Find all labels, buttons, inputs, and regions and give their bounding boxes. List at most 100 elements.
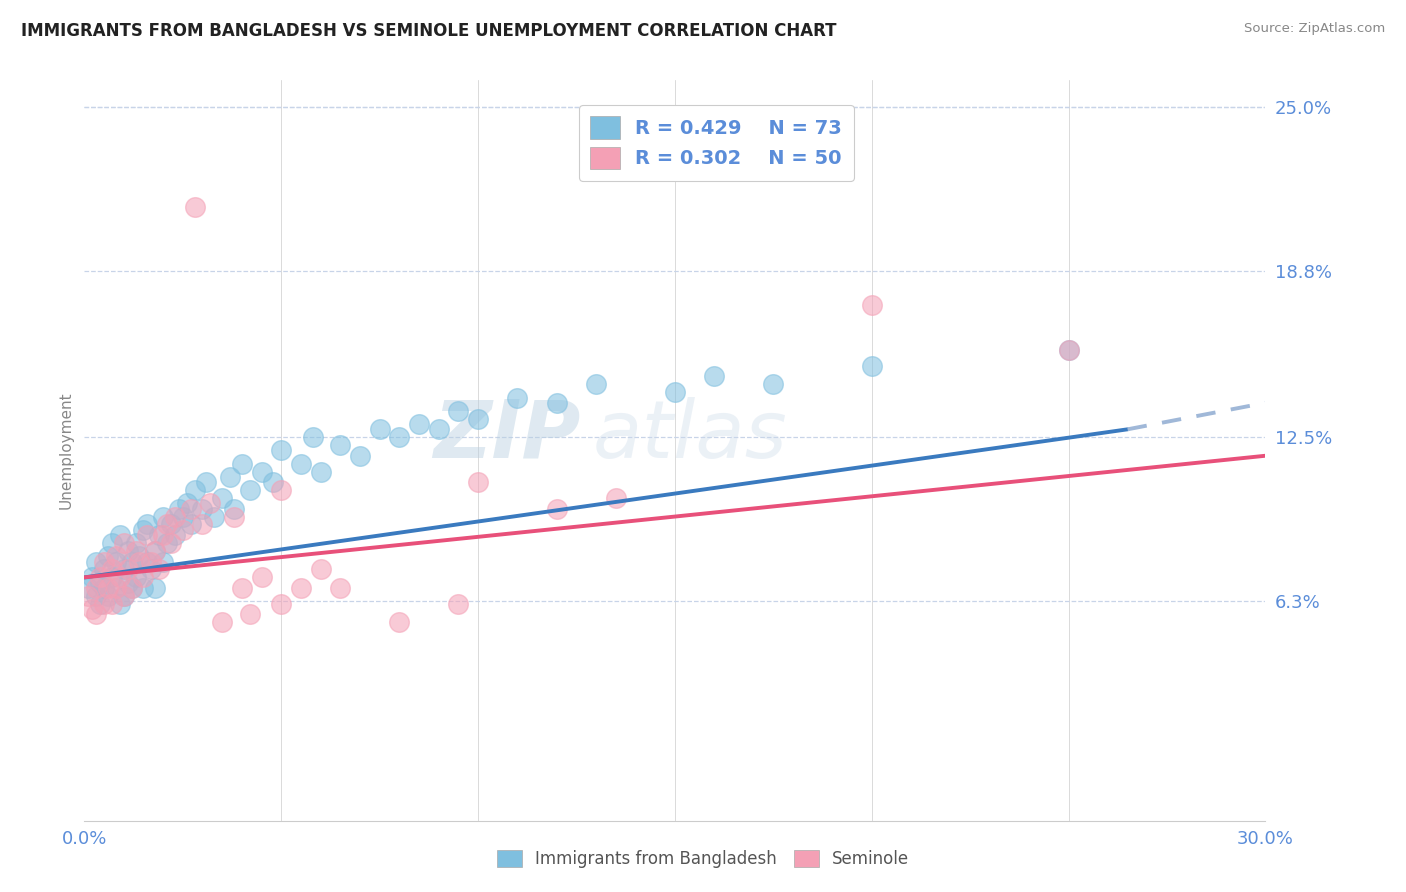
- Point: [101, 562, 124, 576]
- Point: [136, 517, 159, 532]
- Point: [180, 501, 202, 516]
- Point: [93, 597, 115, 611]
- Point: [101, 597, 124, 611]
- Point: [239, 607, 262, 622]
- Point: [447, 404, 470, 418]
- Point: [82, 570, 104, 584]
- Point: [467, 411, 489, 425]
- Point: [124, 544, 146, 558]
- Point: [860, 298, 883, 312]
- Point: [250, 465, 273, 479]
- Point: [180, 517, 202, 532]
- Point: [585, 377, 607, 392]
- Point: [270, 443, 292, 458]
- Point: [167, 501, 190, 516]
- Point: [84, 581, 107, 595]
- Point: [121, 555, 143, 569]
- Point: [104, 581, 127, 595]
- Point: [97, 581, 120, 595]
- Point: [762, 377, 785, 392]
- Point: [222, 501, 245, 516]
- Point: [97, 549, 120, 564]
- Point: [143, 544, 166, 558]
- Point: [156, 517, 179, 532]
- Point: [132, 523, 155, 537]
- Point: [329, 581, 352, 595]
- Point: [152, 509, 174, 524]
- Point: [368, 422, 391, 436]
- Point: [290, 581, 312, 595]
- Point: [222, 509, 245, 524]
- Point: [250, 570, 273, 584]
- Point: [93, 581, 115, 595]
- Text: atlas: atlas: [592, 397, 787, 475]
- Point: [183, 200, 205, 214]
- Point: [388, 615, 411, 630]
- Point: [108, 528, 131, 542]
- Point: [152, 555, 174, 569]
- Point: [124, 570, 146, 584]
- Point: [172, 523, 194, 537]
- Point: [211, 491, 233, 505]
- Point: [97, 589, 120, 603]
- Point: [195, 475, 218, 490]
- Point: [211, 615, 233, 630]
- Point: [141, 562, 163, 576]
- Point: [132, 581, 155, 595]
- Point: [104, 581, 127, 595]
- Point: [108, 570, 131, 584]
- Point: [77, 589, 100, 603]
- Point: [163, 528, 186, 542]
- Point: [117, 575, 139, 590]
- Point: [112, 562, 135, 576]
- Legend: Immigrants from Bangladesh, Seminole: Immigrants from Bangladesh, Seminole: [491, 843, 915, 875]
- Point: [1057, 343, 1080, 357]
- Point: [104, 549, 127, 564]
- Point: [860, 359, 883, 373]
- Point: [1057, 343, 1080, 357]
- Point: [506, 391, 529, 405]
- Point: [152, 528, 174, 542]
- Point: [388, 430, 411, 444]
- Point: [84, 555, 107, 569]
- Point: [101, 570, 124, 584]
- Text: ZIP: ZIP: [433, 397, 581, 475]
- Point: [231, 581, 253, 595]
- Point: [219, 470, 242, 484]
- Point: [301, 430, 323, 444]
- Point: [136, 555, 159, 569]
- Point: [89, 575, 111, 590]
- Point: [132, 570, 155, 584]
- Point: [290, 457, 312, 471]
- Point: [93, 555, 115, 569]
- Point: [231, 457, 253, 471]
- Point: [309, 465, 332, 479]
- Point: [101, 536, 124, 550]
- Point: [664, 385, 686, 400]
- Point: [183, 483, 205, 497]
- Point: [112, 536, 135, 550]
- Point: [160, 517, 183, 532]
- Point: [176, 496, 198, 510]
- Point: [163, 509, 186, 524]
- Point: [172, 509, 194, 524]
- Point: [84, 607, 107, 622]
- Point: [270, 597, 292, 611]
- Point: [202, 509, 225, 524]
- Point: [112, 589, 135, 603]
- Point: [141, 555, 163, 569]
- Point: [89, 570, 111, 584]
- Point: [262, 475, 284, 490]
- Point: [605, 491, 627, 505]
- Point: [82, 602, 104, 616]
- Point: [136, 528, 159, 542]
- Point: [148, 528, 170, 542]
- Point: [239, 483, 262, 497]
- Point: [104, 555, 127, 569]
- Point: [191, 517, 214, 532]
- Point: [156, 536, 179, 550]
- Point: [270, 483, 292, 497]
- Point: [112, 589, 135, 603]
- Text: Source: ZipAtlas.com: Source: ZipAtlas.com: [1244, 22, 1385, 36]
- Point: [546, 501, 568, 516]
